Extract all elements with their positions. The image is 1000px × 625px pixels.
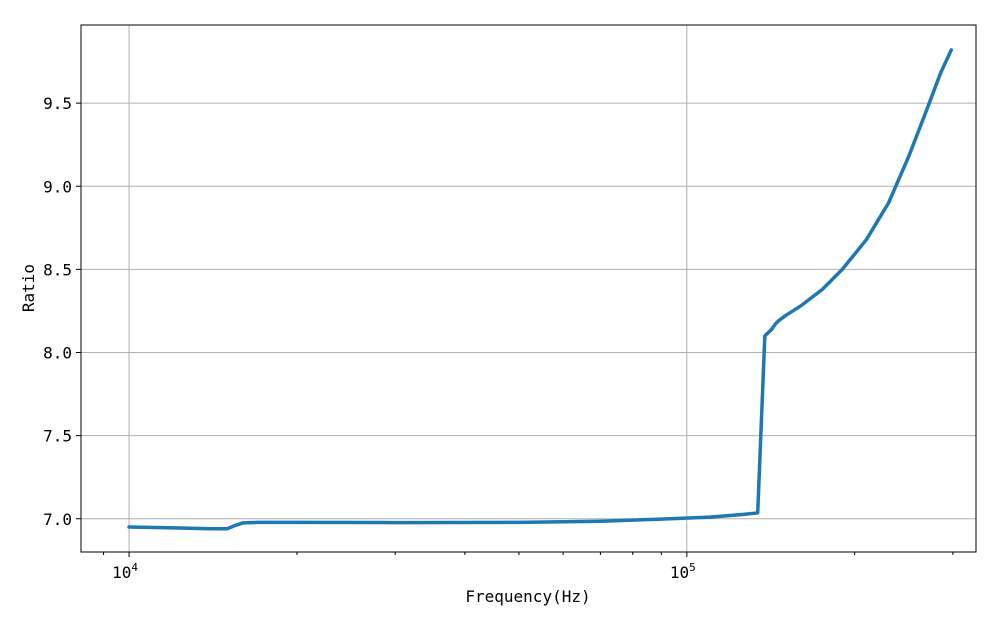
y-tick-label: 8.5 xyxy=(43,260,72,279)
plot-area-frame xyxy=(80,24,977,553)
x-tick-label: 105 xyxy=(670,561,696,582)
y-tick-label: 8.0 xyxy=(43,344,72,363)
x-axis-label: Frequency(Hz) xyxy=(465,587,590,606)
tick-labels: 7.0 7.5 8.0 8.5 9.0 9.5 104 105 xyxy=(43,94,696,582)
y-tick-label: 9.0 xyxy=(43,177,72,196)
y-axis-label: Ratio xyxy=(19,264,38,312)
x-tick-label: 104 xyxy=(112,561,138,582)
y-tick-label: 7.5 xyxy=(43,427,72,446)
series-line xyxy=(127,48,954,531)
axis-ticks xyxy=(76,102,688,557)
grid-lines xyxy=(81,25,976,552)
y-tick-label: 7.0 xyxy=(43,510,72,529)
series-layer xyxy=(127,48,954,531)
y-tick-label: 9.5 xyxy=(43,94,72,113)
